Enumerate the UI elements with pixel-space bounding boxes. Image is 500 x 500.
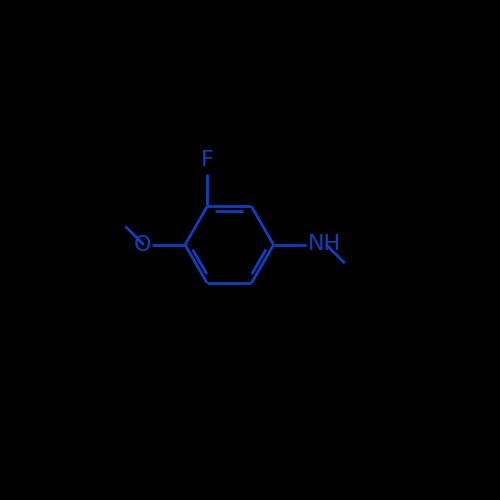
Text: F: F <box>201 150 213 170</box>
Text: O: O <box>134 235 151 255</box>
Text: NH: NH <box>308 234 341 254</box>
